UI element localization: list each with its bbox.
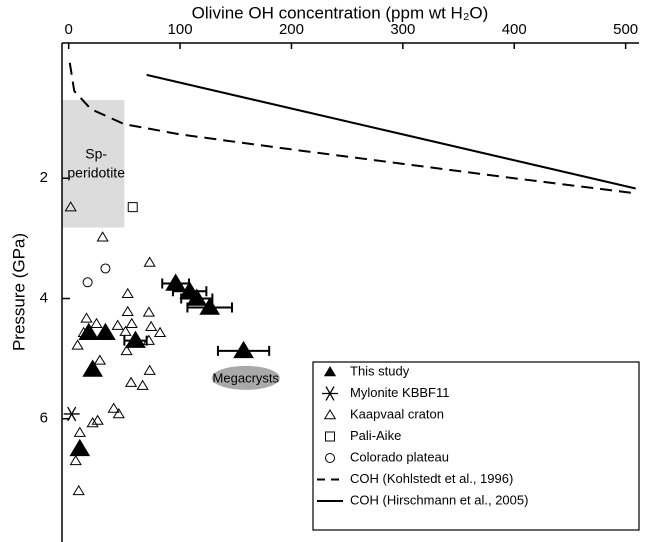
marker [111,319,124,330]
marker [77,326,90,338]
marker [95,322,116,341]
marker [136,379,149,390]
legend-label: Kaapvaal craton [350,406,444,421]
region [62,100,125,228]
marker [144,320,158,332]
x-axis-title: Olivine OH concentration (ppm wt H₂O) [192,3,489,22]
marker [73,426,86,437]
marker [100,263,111,274]
x-tick-label: 500 [613,21,638,38]
legend-label: Colorado plateau [350,449,449,464]
legend-marker [325,431,335,442]
annotation-label: Megacrysts [213,370,280,385]
marker [107,402,120,413]
marker [119,325,132,336]
marker [125,330,146,348]
marker [69,454,82,466]
marker [78,322,100,341]
marker [91,414,104,425]
marker [90,317,103,329]
y-tick-label: 4 [40,289,48,306]
marker [127,202,138,213]
marker [143,256,156,267]
marker [72,484,85,496]
marker [80,312,93,323]
marker [63,406,80,422]
line [146,73,636,190]
x-tick-label: 200 [279,21,304,38]
x-tick-label: 400 [502,21,527,38]
legend-marker [323,366,337,377]
y-tick-label: 6 [40,410,48,427]
legend-label: COH (Kohlstedt et al., 1996) [350,471,513,486]
marker [121,287,134,298]
legend-marker [325,453,335,463]
x-tick-label: 100 [168,21,193,38]
x-tick-label: 0 [65,21,73,38]
marker [71,339,84,350]
region-label: Sp- [85,146,107,162]
legend-marker [322,386,338,401]
legend-box [312,361,640,531]
marker [120,344,133,356]
legend-label: Mylonite KBBF11 [350,385,449,400]
marker [233,340,254,359]
marker [69,438,91,457]
marker [112,407,125,419]
marker [64,201,77,212]
marker [142,306,156,317]
legend-label: Pali-Aike [350,428,401,443]
marker [125,317,138,329]
region-label: peridotite [67,165,125,181]
marker [82,359,103,377]
legend-label: COH (Hirschmann et al., 2005) [350,492,528,507]
marker [93,354,107,365]
legend-label: This study [350,363,410,378]
line [68,62,636,195]
annotation-ellipse [211,365,280,390]
marker [82,277,93,288]
marker [186,288,208,306]
marker [86,416,99,428]
x-tick-label: 300 [390,21,415,38]
marker [124,376,138,387]
marker [142,334,156,345]
legend-marker [323,409,337,420]
marker [153,326,167,338]
marker [121,305,134,316]
y-tick-label: 2 [40,169,48,186]
marker [199,297,221,315]
marker [96,231,109,242]
marker [143,364,156,375]
y-axis-title: Pressure (GPa) [9,233,28,351]
marker [165,273,186,291]
